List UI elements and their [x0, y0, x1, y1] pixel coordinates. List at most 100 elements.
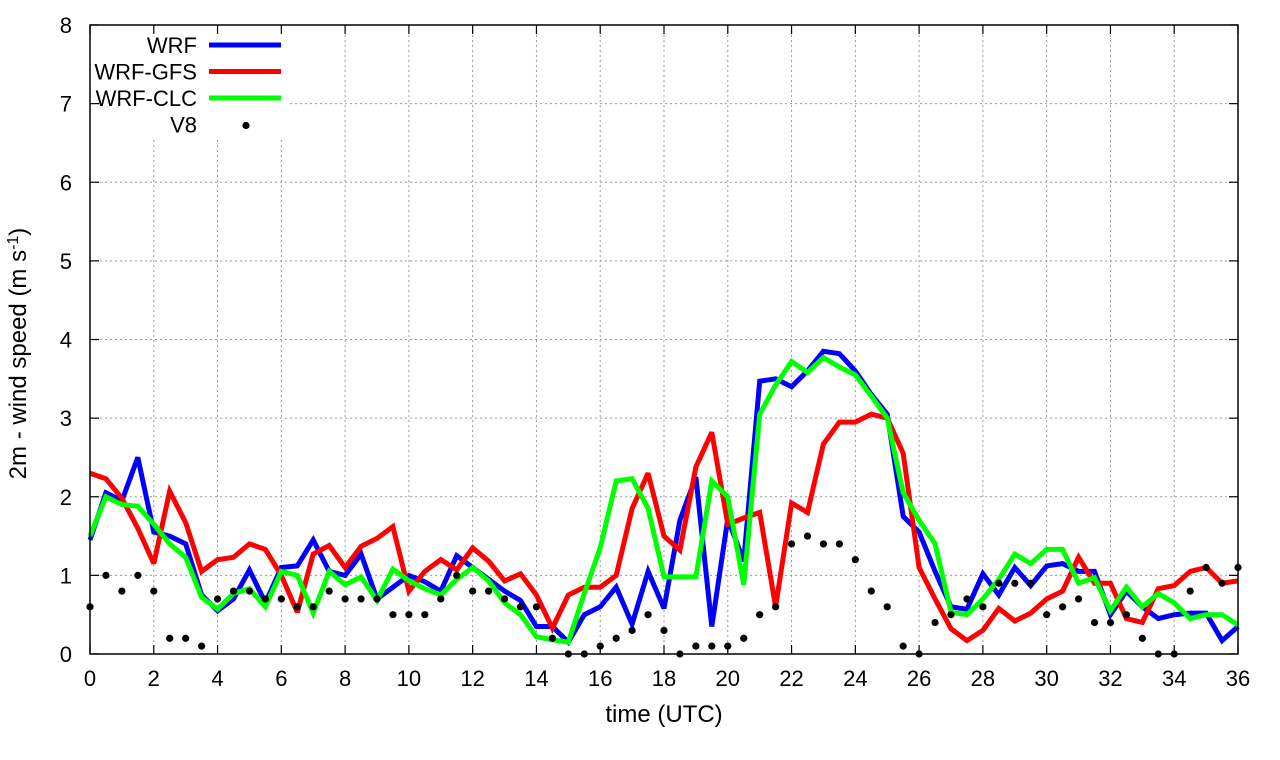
data-point: [644, 611, 652, 619]
data-point: [883, 603, 891, 611]
y-axis-label-main: 2m - wind speed (m s: [5, 250, 32, 479]
y-tick-label: 8: [60, 13, 72, 38]
data-point: [229, 587, 238, 595]
x-tick-label: 0: [84, 666, 96, 691]
data-point: [1043, 611, 1051, 619]
x-tick-label: 26: [907, 666, 931, 691]
data-point: [628, 626, 636, 635]
data-point: [1027, 579, 1035, 587]
data-point: [772, 603, 780, 611]
legend-label: V8: [170, 113, 197, 138]
data-point: [1218, 579, 1226, 587]
data-point: [198, 642, 206, 650]
data-point: [325, 587, 333, 595]
data-point: [1138, 634, 1146, 642]
y-axis-label: 2m - wind speed (m s-1): [5, 228, 33, 480]
y-tick-label: 5: [60, 249, 72, 274]
data-point: [819, 540, 828, 548]
data-point: [1122, 611, 1130, 619]
data-point: [660, 626, 668, 635]
x-tick-label: 16: [588, 666, 612, 691]
y-axis-ticks: 0 1 2 3 4 5 6 7 8: [60, 13, 1238, 667]
y-tick-label: 3: [60, 406, 72, 431]
x-tick-label: 8: [339, 666, 351, 691]
x-tick-label: 36: [1226, 666, 1250, 691]
data-point: [309, 603, 317, 611]
data-point: [150, 587, 158, 595]
data-point: [421, 611, 429, 619]
data-point: [1011, 579, 1019, 587]
legend-label: WRF: [147, 33, 197, 58]
data-point: [485, 587, 493, 595]
series-wrf: [87, 348, 1240, 647]
y-tick-label: 2: [60, 485, 72, 510]
data-point: [1186, 587, 1194, 595]
data-point: [1059, 603, 1067, 611]
data-point: [740, 634, 748, 642]
y-tick-label: 0: [60, 642, 72, 667]
x-axis-label: time (UTC): [605, 701, 722, 728]
data-point: [532, 603, 541, 611]
data-point: [341, 595, 349, 603]
x-tick-label: 34: [1162, 666, 1186, 691]
data-point: [357, 595, 365, 603]
x-tick-label: 20: [716, 666, 740, 691]
data-point: [261, 595, 269, 603]
data-point: [995, 579, 1003, 587]
data-point: [102, 571, 110, 579]
x-tick-label: 18: [652, 666, 676, 691]
data-point: [1090, 618, 1099, 627]
data-point: [612, 634, 620, 642]
data-point: [1074, 595, 1083, 603]
x-tick-label: 22: [779, 666, 803, 691]
data-point: [708, 642, 716, 650]
x-tick-label: 14: [524, 666, 548, 691]
y-axis-label-superscript: -1: [5, 236, 22, 250]
data-point: [516, 603, 525, 611]
x-tick-label: 6: [275, 666, 287, 691]
x-axis-ticks: 0 2 4 6 8 10 12 14 16 18 20 22 24 26 28 30 32 34 36: [84, 25, 1250, 691]
data-point: [979, 603, 987, 611]
y-tick-label: 7: [60, 92, 72, 117]
data-point: [500, 595, 509, 603]
data-point: [182, 634, 190, 642]
data-point: [803, 532, 812, 540]
data-point: [373, 595, 381, 603]
data-point: [867, 587, 875, 595]
x-tick-label: 28: [971, 666, 995, 691]
data-point: [405, 611, 413, 619]
data-point: [1106, 618, 1115, 627]
data-point: [453, 571, 461, 579]
x-tick-label: 32: [1098, 666, 1122, 691]
data-point: [931, 618, 939, 627]
legend-label: WRF-CLC: [96, 86, 198, 111]
legend-label: WRF-GFS: [94, 60, 197, 85]
data-point: [899, 642, 907, 650]
data-point: [835, 540, 843, 548]
data-point: [692, 642, 700, 650]
series-line: [87, 348, 1240, 647]
x-tick-label: 12: [460, 666, 484, 691]
y-tick-label: 6: [60, 170, 72, 195]
y-tick-label: 4: [60, 328, 72, 353]
data-point: [548, 634, 556, 642]
data-point: [851, 556, 859, 564]
data-point: [118, 587, 126, 595]
data-point: [963, 595, 971, 603]
data-point: [947, 611, 955, 619]
data-point: [787, 540, 796, 548]
data-point: [134, 571, 142, 579]
data-point: [756, 611, 764, 619]
x-tick-label: 24: [843, 666, 867, 691]
x-tick-label: 4: [211, 666, 223, 691]
x-tick-label: 30: [1034, 666, 1058, 691]
y-axis-label-suffix: ): [5, 228, 32, 236]
series-line: [87, 354, 1240, 645]
y-tick-label: 1: [60, 563, 72, 588]
series-layer: [86, 348, 1242, 658]
x-tick-label: 2: [148, 666, 160, 691]
data-point: [213, 595, 222, 603]
data-point: [293, 603, 301, 611]
